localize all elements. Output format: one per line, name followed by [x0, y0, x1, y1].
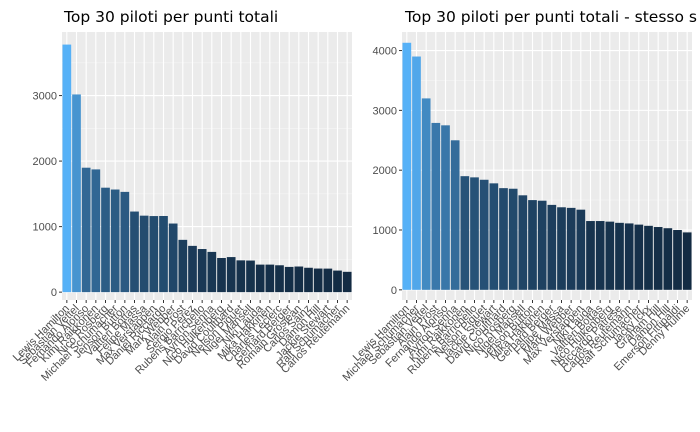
bar	[470, 177, 479, 290]
bar	[72, 94, 81, 293]
bar	[178, 239, 188, 293]
bar	[275, 265, 284, 293]
bar	[460, 176, 470, 290]
bar	[595, 221, 605, 290]
bar	[246, 260, 255, 293]
bar	[547, 204, 557, 290]
bar	[255, 264, 265, 293]
bar	[342, 271, 352, 293]
chart-title: Top 30 piloti per punti totali - stesso …	[404, 8, 697, 26]
plot-background	[402, 32, 692, 300]
bar	[441, 125, 450, 290]
bar	[313, 268, 323, 293]
y-tick-label: 2000	[33, 156, 57, 168]
bar	[508, 188, 518, 290]
bar	[333, 270, 342, 293]
chart-title: Top 30 piloti per punti totali	[63, 8, 278, 26]
bar	[479, 179, 489, 290]
plot-background	[62, 32, 352, 300]
bar	[615, 222, 624, 290]
bar	[682, 232, 692, 290]
bar	[586, 221, 595, 290]
bar	[139, 215, 149, 293]
bar	[110, 189, 120, 293]
bar	[489, 183, 499, 290]
bar	[130, 211, 139, 293]
chart-panel-1: Top 30 piloti per punti totali 0 1000 2000 3…	[11, 8, 353, 384]
bar	[304, 267, 313, 293]
y-tick-label: 1000	[373, 225, 397, 237]
bar	[412, 56, 421, 290]
y-tick-label: 0	[391, 285, 397, 297]
y-tick-label: 1000	[33, 222, 57, 234]
bar	[634, 224, 644, 290]
bar	[265, 264, 275, 293]
bar	[323, 268, 333, 293]
bar	[421, 98, 431, 290]
y-tick-label: 4000	[373, 46, 397, 58]
bar	[62, 44, 72, 293]
bar	[624, 223, 634, 290]
bar	[576, 209, 586, 290]
bar	[557, 207, 566, 290]
bar	[91, 169, 101, 293]
bar	[528, 200, 537, 290]
bar	[499, 188, 508, 290]
bar	[226, 257, 236, 293]
bar	[149, 216, 159, 293]
bar	[663, 228, 673, 290]
bar	[236, 260, 246, 293]
bar	[294, 266, 304, 293]
y-tick-label: 3000	[33, 91, 57, 103]
bar	[402, 42, 412, 290]
bar	[673, 230, 682, 290]
bar	[120, 191, 130, 293]
bar	[188, 245, 197, 293]
bar	[168, 223, 178, 293]
y-tick-label: 0	[51, 287, 57, 299]
y-tick-label: 3000	[373, 105, 397, 117]
bar	[207, 251, 217, 293]
bar	[653, 227, 663, 290]
bar	[284, 266, 294, 293]
y-tick-label: 2000	[373, 165, 397, 177]
bar	[101, 187, 110, 293]
bar	[431, 122, 441, 290]
bar	[197, 249, 207, 293]
bar	[217, 257, 226, 293]
bar	[518, 195, 528, 290]
bar	[566, 207, 576, 290]
bar	[81, 167, 91, 293]
bar	[537, 200, 547, 290]
bar	[605, 221, 615, 290]
bar	[644, 225, 653, 290]
chart-panel-2: Top 30 piloti per punti totali - stesso …	[341, 8, 697, 384]
bar	[159, 215, 168, 293]
bar	[450, 140, 460, 290]
